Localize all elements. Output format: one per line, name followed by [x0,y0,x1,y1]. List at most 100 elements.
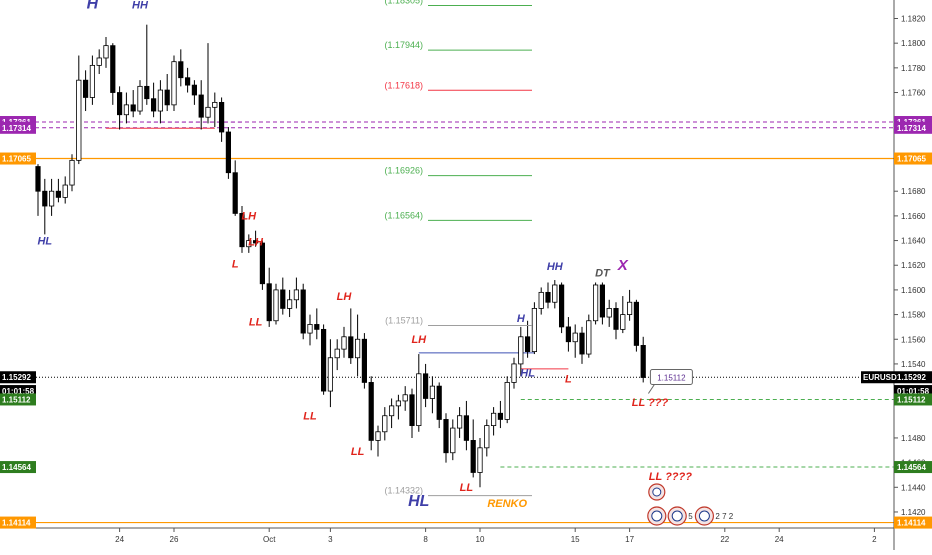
candle-body [130,104,136,112]
candle-body [137,85,143,112]
price-tag-left-label: 1.15292 [2,373,31,382]
price-tag-left [0,461,36,474]
candle-body [593,284,599,322]
candle-body [579,332,585,355]
time-tick-label: 22 [720,535,729,544]
fib-level-label: (1.15711) [385,316,423,326]
time-tick-label: 17 [625,535,634,544]
candle-body [334,348,340,359]
candle-body [565,326,572,343]
price-tag-left-label: 1.14564 [2,463,31,472]
price-tick-label: 1.1680 [901,187,926,196]
pattern-annotation: H [517,313,526,325]
candle-body [368,382,374,441]
fib-levels: (1.18305) (1.17944) (1.17618) (1.16926) (1.1… [384,0,532,497]
candle-body [525,336,531,352]
candle-body [69,159,75,186]
candle-body [497,412,504,420]
pattern-annotation: LH [411,334,427,346]
candle-body [640,345,646,378]
price-tag-label: 1.17314 [897,124,926,133]
candle-body [273,289,279,322]
candle-body [450,427,456,454]
price-tag-label: 1.14114 [897,519,926,528]
price-tag-label: 1.15112 [897,395,926,404]
candle-body [191,84,197,96]
candle-body [314,324,320,330]
symbol-tag [861,371,894,384]
candle-body [463,415,470,441]
time-tick-label: 3 [328,535,333,544]
pattern-annotation: LL ??? [632,397,669,409]
price-callout-box [649,368,693,385]
price-tick-label: 1.1540 [901,360,926,369]
candle-body [103,45,109,59]
candle-body [416,373,422,427]
price-tick-label: 1.1560 [901,335,926,344]
price-tick-label: 1.1420 [901,508,926,517]
candle-body [429,385,436,399]
candle-body [307,324,313,334]
pattern-annotation: DT [595,267,611,279]
candle-body [484,425,490,449]
candle-body [395,400,402,407]
candle-body [117,92,123,116]
candle-body [239,213,245,248]
candle-body [504,382,510,420]
candle-body [62,184,68,198]
price-tag-label: 01:01:58 [897,387,930,396]
fib-level-label: (1.16564) [384,210,423,220]
candle-body [232,172,238,214]
price-tick-label: 1.1480 [901,434,926,443]
fib-level-label: (1.17944) [384,40,423,50]
candle-body [157,89,163,112]
price-tag-left-label: 1.15112 [2,395,31,404]
price-tag-label: 1.15292 [897,373,926,382]
candle-body [456,415,463,429]
candle-body [443,419,449,454]
event-count-label: 5 [688,512,693,521]
candle-body [83,79,89,98]
candle-body [477,447,483,473]
price-tick-label: 1.1600 [901,286,926,295]
candle-body [545,291,551,303]
candle-body [402,394,408,402]
price-tick-label: 1.1440 [901,483,926,492]
candle-body [144,85,150,100]
candle-body [184,77,191,86]
candle-body [49,190,55,207]
price-tag [894,121,932,134]
price-tag [894,393,932,406]
fib-level-label: (1.14332) [384,486,423,496]
candle-body [96,57,102,66]
pattern-annotation: L [565,373,572,385]
time-tick-label: 2 [872,535,877,544]
candle-body [586,320,592,355]
pattern-annotation: RENKO [487,498,527,510]
event-flag-icon-inner [671,510,683,522]
symbol-tag-label: EURUSD [863,373,897,382]
candle-body [388,405,395,417]
candle-body [225,131,231,174]
time-tick-label: Oct [263,535,276,544]
pattern-annotation: LH [337,291,353,303]
candle-body [286,299,293,309]
pattern-annotation: LL [351,446,365,458]
candle-body [212,101,218,108]
candle-body [627,301,633,315]
price-callout-pointer [647,384,655,394]
pattern-annotation: HH [547,261,564,273]
candle-body [490,412,497,427]
event-count-label: 2 7 2 [715,512,733,521]
price-tag-left [0,516,36,529]
pattern-annotation: H [87,0,99,13]
pattern-annotation: LL [303,410,317,422]
candle-body [531,308,538,352]
candle-body [110,45,116,93]
price-tick-label: 1.1800 [901,39,926,48]
price-tick-label: 1.1640 [901,237,926,246]
candle-body [341,336,347,350]
